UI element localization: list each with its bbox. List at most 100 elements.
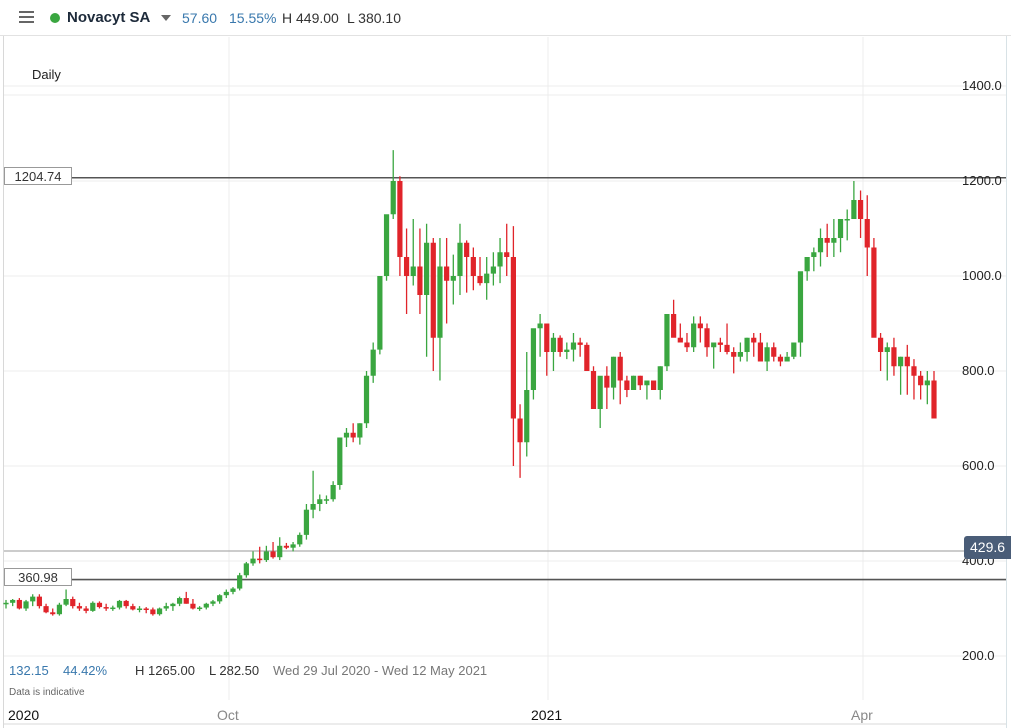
candle-body [197,607,203,610]
candle-body [664,314,670,367]
period-change: 132.15 [9,663,49,678]
candle-body [3,602,9,605]
candle-body [724,344,730,352]
candle-body [898,356,904,367]
candle-body [564,349,570,352]
candle-body [637,375,643,386]
candle-body [477,276,483,284]
candle-body [370,349,376,376]
candle-body [156,608,163,615]
candle-body [737,352,743,357]
candle-body [310,504,316,510]
candle-body [230,588,236,592]
candle-body [630,375,637,390]
candle-body [110,607,116,610]
candle-body [437,266,443,338]
candle-body [297,534,303,545]
date-range: Wed 29 Jul 2020 - Wed 12 May 2021 [273,663,488,678]
candle-body [217,595,223,602]
x-axis-label: 2020 [8,707,40,723]
candle-body [891,347,897,367]
candle-body [684,342,690,348]
candle-body [650,380,657,390]
period-high: H 1265.00 [135,663,195,678]
candle-body [363,375,370,424]
candle-body [484,273,490,284]
candle-body [777,356,784,362]
instrument-dropdown-chevron-icon[interactable] [161,15,171,21]
candle-body [317,499,323,504]
candle-body [811,252,817,257]
candle-body [357,423,363,438]
candle-body [350,432,356,438]
candle-body [771,347,777,357]
interval-label[interactable]: Daily [32,67,61,82]
candle-body [390,181,396,215]
candle-body [590,371,597,409]
candle-body [857,200,864,219]
candle-body [837,219,844,238]
candle-body [130,606,136,610]
candle-body [450,276,456,281]
candle-body [764,347,770,362]
candle-body [757,342,764,362]
data-indicative-note: Data is indicative [9,687,85,698]
candle-body [283,545,290,548]
candle-body [731,352,737,357]
candle-body [176,598,183,604]
y-axis-label: 800.0 [962,363,995,378]
candle-body [657,366,663,390]
candle-body [56,604,63,615]
horizontal-line-label-bottom[interactable]: 360.98 [4,568,72,586]
candle-body [103,607,109,609]
candle-body [116,600,123,608]
candle-body [143,608,149,610]
day-high: H 449.00 [282,10,339,26]
candle-body [597,375,603,409]
candle-body [424,242,430,295]
candle-body [864,219,870,248]
candle-body [464,242,470,257]
candle-body [604,375,610,388]
candle-body [430,242,436,338]
candle-body [163,606,169,609]
x-axis-label: Oct [217,707,239,723]
candle-body [277,545,283,558]
candle-body [524,390,530,443]
candle-body [410,266,416,276]
x-axis-label: 2021 [531,707,563,723]
horizontal-line-label-top[interactable]: 1204.74 [4,167,72,185]
candle-body [136,608,143,610]
candle-body [717,342,723,345]
candle-body [697,323,703,329]
candle-body [96,602,103,608]
candle-body [170,603,176,607]
candle-body [23,601,29,609]
candle-body [223,591,229,596]
y-axis-label: 600.0 [962,458,995,473]
candle-body [76,606,83,609]
candle-body [577,342,583,345]
y-axis-label: 1400.0 [962,78,1002,93]
chart-right-border [1006,36,1007,728]
candle-body [744,337,750,352]
hamburger-menu-icon[interactable] [19,11,34,23]
candle-body [183,598,189,604]
candle-body [824,238,830,243]
candle-body [544,323,550,352]
candle-body [70,599,76,607]
period-change-percent: 44.42% [63,663,108,678]
price-change-percent: 15.55% [229,10,277,26]
candle-body [16,599,22,609]
candle-body [330,485,336,500]
current-price-tag: 429.6 [964,536,1011,559]
candle-body [190,603,196,609]
candle-body [831,238,837,243]
candle-body [610,356,617,388]
candle-body [851,200,857,219]
candle-body [50,612,56,615]
x-axis-label: Apr [851,707,873,723]
y-axis-label: 200.0 [962,648,995,663]
candle-body [417,266,423,295]
